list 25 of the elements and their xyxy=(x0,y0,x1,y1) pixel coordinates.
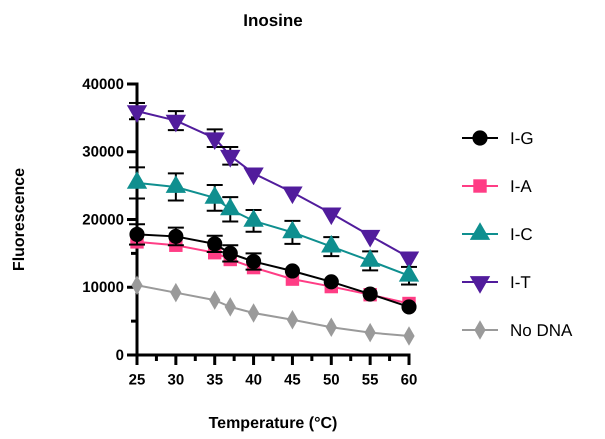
x-axis-title: Temperature (°C) xyxy=(208,415,338,432)
point xyxy=(284,263,300,279)
legend-label: I-C xyxy=(510,225,533,244)
point xyxy=(129,226,145,242)
legend-label: I-A xyxy=(510,177,532,196)
x-tick-label: 25 xyxy=(128,372,146,388)
chart-title: Inosine xyxy=(243,11,303,30)
legend-label: I-G xyxy=(510,129,534,148)
point xyxy=(324,274,339,290)
x-tick-label: 40 xyxy=(245,372,262,388)
y-axis-title: Fluorescence xyxy=(11,168,28,272)
x-tick-label: 45 xyxy=(284,372,301,388)
x-tick-label: 60 xyxy=(400,372,418,388)
x-tick-label: 30 xyxy=(168,372,184,388)
y-tick-label: 30000 xyxy=(82,144,124,161)
x-tick-label: 35 xyxy=(206,372,224,388)
y-tick-label: 20000 xyxy=(82,211,124,228)
y-tick-label: 0 xyxy=(116,346,124,364)
y-tick-label: 10000 xyxy=(82,279,124,296)
legend-label: I-T xyxy=(510,273,531,292)
legend-label: No DNA xyxy=(510,321,574,340)
x-tick-label: 55 xyxy=(362,372,378,388)
y-tick-label: 40000 xyxy=(82,76,124,93)
point xyxy=(401,299,417,314)
x-tick-label: 50 xyxy=(322,372,340,388)
